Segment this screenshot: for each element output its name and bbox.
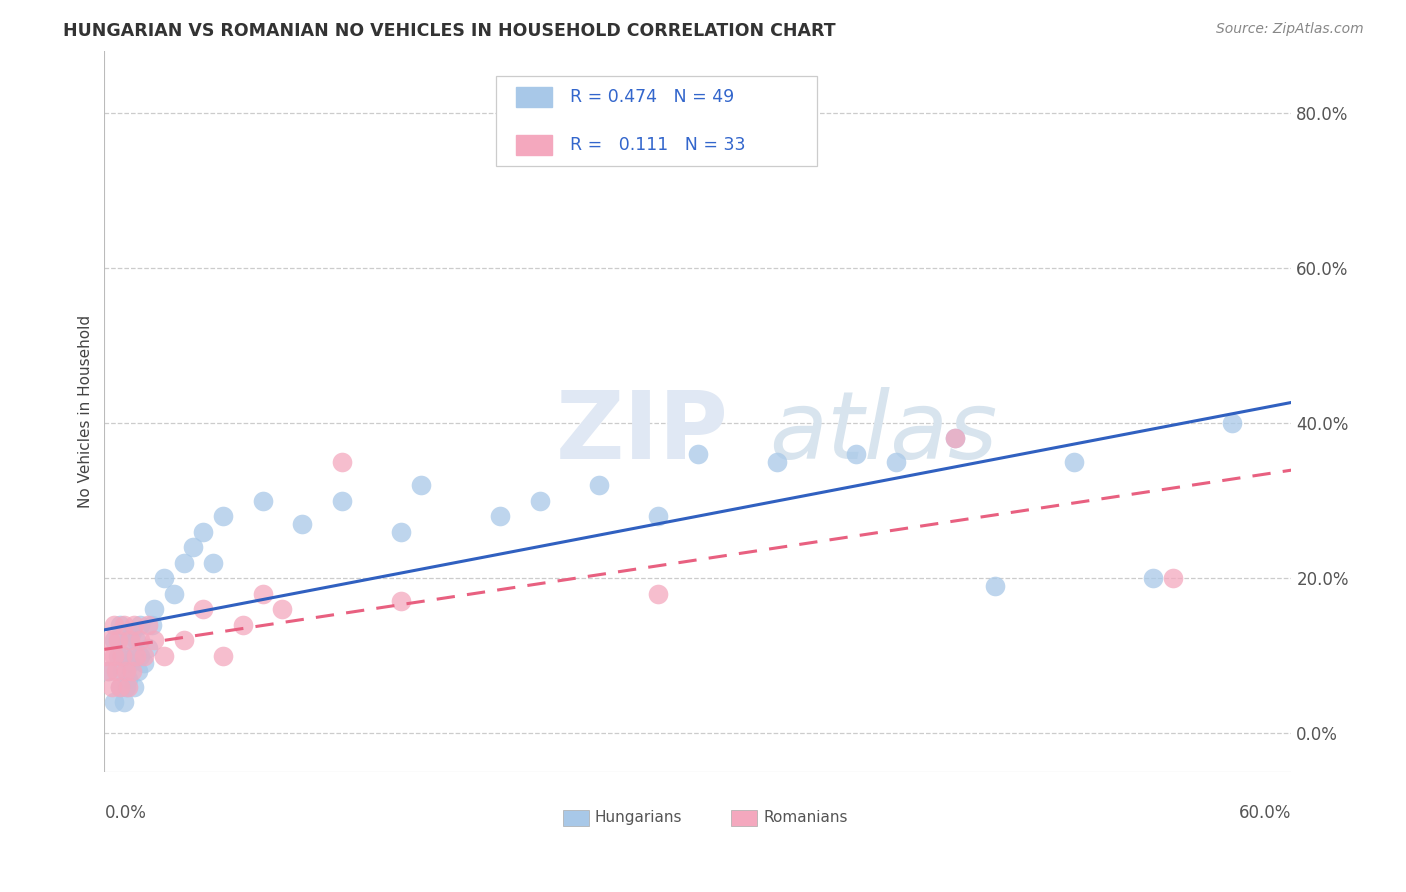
Point <box>112 617 135 632</box>
Point <box>111 648 134 663</box>
Point <box>103 648 125 663</box>
Point <box>1220 416 1243 430</box>
Point <box>142 602 165 616</box>
Point <box>1142 571 1164 585</box>
FancyBboxPatch shape <box>516 87 553 107</box>
Point <box>212 509 235 524</box>
Point <box>115 664 138 678</box>
Point <box>117 672 139 686</box>
Point <box>120 633 142 648</box>
Point <box>120 657 142 671</box>
Point <box>252 586 274 600</box>
Point <box>686 447 709 461</box>
Point <box>108 617 131 632</box>
FancyBboxPatch shape <box>731 810 758 826</box>
Point <box>122 648 145 663</box>
Point <box>117 633 139 648</box>
Point <box>98 633 121 648</box>
Point <box>111 664 134 678</box>
Point <box>136 617 159 632</box>
Text: ZIP: ZIP <box>555 387 728 479</box>
Point <box>389 524 412 539</box>
Point <box>1161 571 1184 585</box>
Point <box>115 680 138 694</box>
Point <box>105 664 128 678</box>
Point <box>122 680 145 694</box>
Point <box>141 617 163 632</box>
FancyBboxPatch shape <box>496 76 817 166</box>
Point <box>96 648 118 663</box>
Point <box>108 680 131 694</box>
Point <box>647 509 669 524</box>
Point <box>193 602 215 616</box>
Point <box>529 493 551 508</box>
Text: Hungarians: Hungarians <box>595 810 682 825</box>
Point <box>409 478 432 492</box>
FancyBboxPatch shape <box>562 810 589 826</box>
Point <box>132 648 155 663</box>
Point <box>121 625 143 640</box>
Point <box>127 664 149 678</box>
Point <box>97 664 120 678</box>
Point <box>101 680 124 694</box>
Point <box>588 478 610 492</box>
FancyBboxPatch shape <box>516 135 553 155</box>
Point <box>121 664 143 678</box>
Point <box>291 516 314 531</box>
Point <box>330 455 353 469</box>
Point <box>232 617 254 632</box>
Point <box>389 594 412 608</box>
Text: R =   0.111   N = 33: R = 0.111 N = 33 <box>569 136 745 154</box>
Point <box>183 540 205 554</box>
Point <box>103 695 125 709</box>
Point <box>97 664 120 678</box>
Point <box>173 556 195 570</box>
Text: R = 0.474   N = 49: R = 0.474 N = 49 <box>569 87 734 106</box>
Point <box>202 556 225 570</box>
Point <box>845 447 868 461</box>
Text: Romanians: Romanians <box>763 810 848 825</box>
Point <box>1063 455 1085 469</box>
Point <box>943 432 966 446</box>
Text: HUNGARIAN VS ROMANIAN NO VEHICLES IN HOUSEHOLD CORRELATION CHART: HUNGARIAN VS ROMANIAN NO VEHICLES IN HOU… <box>63 22 837 40</box>
Text: 60.0%: 60.0% <box>1239 805 1292 822</box>
Point <box>112 695 135 709</box>
Point <box>108 680 131 694</box>
Y-axis label: No Vehicles in Household: No Vehicles in Household <box>79 315 93 508</box>
Point <box>330 493 353 508</box>
Point <box>212 648 235 663</box>
Point <box>271 602 294 616</box>
Point <box>943 432 966 446</box>
Point <box>125 633 148 648</box>
Point <box>162 586 184 600</box>
Point <box>142 633 165 648</box>
Point <box>107 648 129 663</box>
Point <box>489 509 512 524</box>
Point <box>117 680 139 694</box>
Point <box>136 640 159 655</box>
Point <box>125 648 148 663</box>
Point <box>112 648 135 663</box>
Text: atlas: atlas <box>769 387 997 478</box>
Point <box>193 524 215 539</box>
Point <box>129 617 152 632</box>
Point <box>122 617 145 632</box>
Point <box>647 586 669 600</box>
Point <box>129 633 152 648</box>
Point <box>983 579 1005 593</box>
Text: 0.0%: 0.0% <box>104 805 146 822</box>
Text: Source: ZipAtlas.com: Source: ZipAtlas.com <box>1216 22 1364 37</box>
Point <box>107 633 129 648</box>
Point <box>173 633 195 648</box>
Point <box>103 617 125 632</box>
Point <box>132 657 155 671</box>
Point <box>884 455 907 469</box>
Point <box>766 455 789 469</box>
Point <box>129 648 152 663</box>
Point <box>152 648 174 663</box>
Point <box>152 571 174 585</box>
Point <box>252 493 274 508</box>
Point <box>103 633 125 648</box>
